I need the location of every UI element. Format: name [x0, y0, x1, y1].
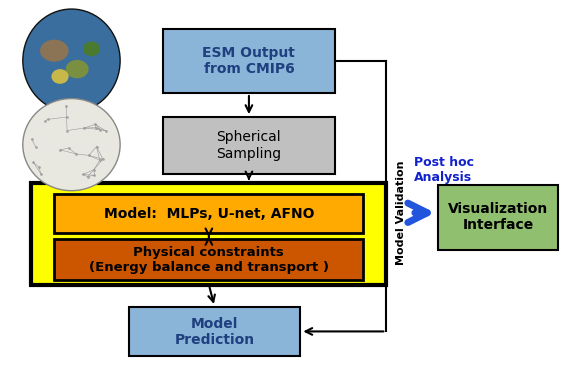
Text: Model:  MLPs, U-net, AFNO: Model: MLPs, U-net, AFNO — [103, 207, 314, 221]
Text: Spherical
Sampling: Spherical Sampling — [216, 131, 281, 161]
Text: Physical constraints
(Energy balance and transport ): Physical constraints (Energy balance and… — [89, 246, 329, 274]
Text: Visualization
Interface: Visualization Interface — [448, 202, 548, 233]
Bar — [438, 185, 558, 249]
Ellipse shape — [23, 99, 120, 191]
Text: Model
Prediction: Model Prediction — [175, 316, 255, 347]
Text: ESM Output
from CMIP6: ESM Output from CMIP6 — [202, 46, 295, 76]
Bar — [163, 117, 335, 174]
Ellipse shape — [66, 60, 88, 78]
Ellipse shape — [83, 42, 100, 56]
Text: Model Validation: Model Validation — [395, 160, 406, 265]
Ellipse shape — [23, 9, 120, 112]
Bar — [54, 194, 364, 233]
Bar — [129, 307, 301, 356]
Text: Post hoc
Analysis: Post hoc Analysis — [414, 156, 474, 184]
Bar — [163, 28, 335, 93]
Bar — [31, 183, 386, 285]
Ellipse shape — [51, 69, 69, 84]
Bar — [54, 239, 364, 280]
Ellipse shape — [40, 40, 69, 62]
